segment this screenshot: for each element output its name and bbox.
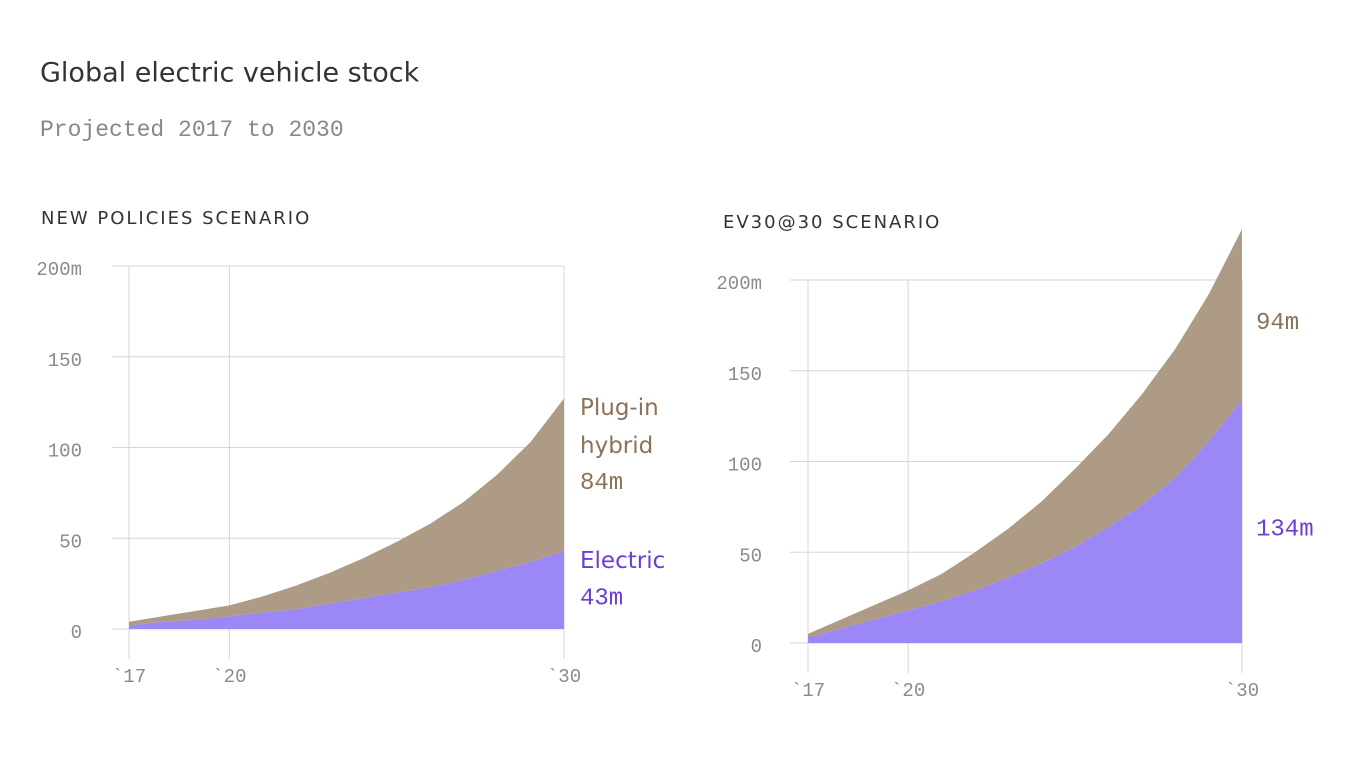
series-label-box: Electric — [580, 547, 666, 574]
y-tick-label: 150 — [728, 364, 762, 386]
page-title: Global electric vehicle stock — [40, 58, 420, 89]
x-tick-label: `20 — [212, 666, 246, 688]
x-tick-label: `20 — [891, 680, 925, 702]
y-tick-label: 100 — [48, 441, 82, 463]
y-tick-label: 50 — [739, 545, 762, 567]
x-tick-label: `30 — [547, 666, 581, 688]
x-tick-label: `17 — [791, 680, 825, 702]
value-label: 134m — [1256, 517, 1314, 544]
chart-title: NEW POLICIES SCENARIO — [41, 208, 311, 229]
y-tick-label: 150 — [48, 350, 82, 372]
y-tick-label: 0 — [751, 636, 762, 658]
area — [129, 398, 564, 626]
area — [808, 229, 1242, 638]
y-tick-label: 100 — [728, 455, 762, 477]
series-label-box: Plug-in hybrid — [580, 394, 659, 459]
series-label: Electric — [580, 547, 666, 574]
y-tick-label: 200m — [716, 273, 762, 295]
y-tick-label: 200m — [36, 259, 82, 281]
y-tick-label: 50 — [59, 531, 82, 553]
value-label: 84m — [580, 470, 623, 497]
y-tick-label: 0 — [71, 622, 82, 644]
x-tick-label: `17 — [112, 666, 146, 688]
x-tick-label: `30 — [1225, 680, 1259, 702]
series-label: Plug-in hybrid — [580, 394, 659, 459]
area — [129, 550, 564, 629]
value-label: 43m — [580, 585, 623, 612]
chart-title: EV30@30 SCENARIO — [723, 212, 941, 233]
value-label: 94m — [1256, 310, 1299, 337]
page-subtitle: Projected 2017 to 2030 — [40, 117, 344, 143]
area — [808, 399, 1242, 643]
